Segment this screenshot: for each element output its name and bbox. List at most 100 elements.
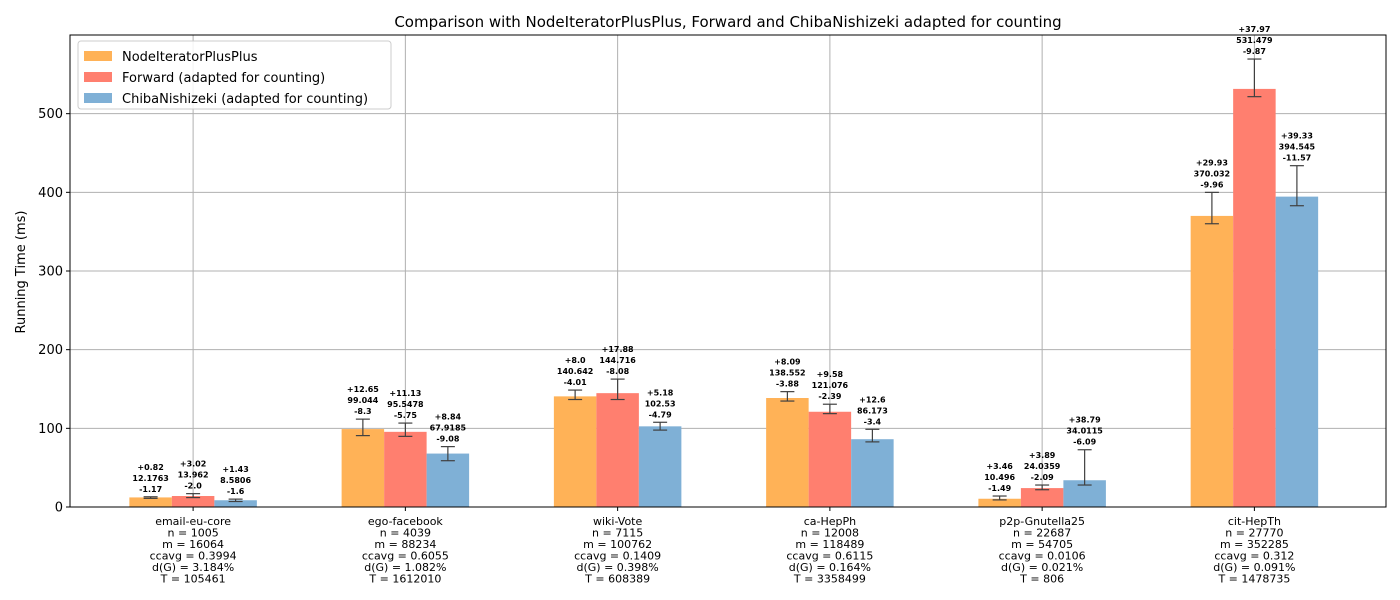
error-minus-label: -1.17 [139,485,162,494]
dataset-name: ca-HepPh [804,515,856,528]
error-minus-label: -5.75 [394,411,417,420]
error-minus-label: -9.87 [1243,47,1266,56]
error-plus-label: +9.58 [817,370,844,379]
value-label: 99.044 [347,396,378,405]
dataset-stat: n = 7115 [592,527,643,540]
error-minus-label: -3.88 [776,380,799,389]
error-minus-label: -1.6 [227,487,245,496]
error-minus-label: -2.0 [184,482,202,491]
error-minus-label: -8.08 [606,367,629,376]
bar-value-annotation: +3.46 10.496 -1.49 [984,462,1015,493]
dataset-stat: d(G) = 3.184% [152,561,234,574]
error-plus-label: +29.93 [1196,158,1228,167]
dataset-stat: d(G) = 0.091% [1213,561,1295,574]
dataset-name: p2p-Gnutella25 [999,515,1085,528]
bar-value-annotation: +3.02 13.962 -2.0 [178,460,209,491]
error-minus-label: -9.96 [1200,180,1223,189]
error-plus-label: +1.43 [222,465,248,474]
bar [384,431,427,507]
value-label: 531.479 [1236,36,1273,45]
bar [638,426,682,507]
value-label: 102.53 [645,399,676,408]
dataset-stat: ccavg = 0.0106 [999,550,1086,563]
error-minus-label: -2.09 [1031,473,1054,482]
error-plus-label: +17.88 [602,345,634,354]
dataset-stat: m = 16064 [162,538,224,551]
dataset-stat: m = 88234 [374,538,436,551]
value-label: 67.9185 [430,424,467,433]
dataset-stat: d(G) = 0.398% [577,561,659,574]
value-label: 95.5478 [387,400,424,409]
bar-value-annotation: +11.13 95.5478 -5.75 [387,389,424,420]
error-minus-label: -11.57 [1283,154,1312,163]
dataset-stat: n = 27770 [1225,527,1283,540]
value-label: 370.032 [1194,169,1230,178]
bar [596,393,639,507]
bar [214,500,257,507]
dataset-name: wiki-Vote [593,515,643,528]
error-plus-label: +8.0 [565,356,586,365]
bar [1190,215,1234,508]
error-minus-label: -4.01 [564,378,587,387]
value-label: 140.642 [557,367,593,376]
dataset-stat: T = 1612010 [368,573,441,586]
bar-value-annotation: +9.58 121.076 -2.39 [812,370,849,401]
error-minus-label: -1.49 [988,484,1011,493]
bar [1233,88,1276,507]
dataset-stat: m = 118489 [795,538,864,551]
y-tick-label: 400 [38,186,63,201]
bar-value-annotation: +29.93 370.032 -9.96 [1194,158,1230,189]
error-minus-label: -2.39 [818,392,841,401]
error-minus-label: -8.3 [354,407,372,416]
x-tick-label: ego-facebook n = 4039 m = 88234 ccavg = 0.6… [362,515,449,586]
dataset-stat: n = 1005 [168,527,219,540]
error-plus-label: +5.18 [647,388,674,397]
bar-value-annotation: +8.09 138.552 -3.88 [769,358,805,389]
bar [553,396,597,507]
value-label: 34.0115 [1066,427,1103,436]
bar [341,429,385,507]
dataset-stat: d(G) = 0.164% [789,561,871,574]
bar-value-annotation: +39.33 394.545 -11.57 [1279,132,1316,163]
legend-entry: ChibaNishizeki (adapted for counting) [122,92,368,107]
error-minus-label: -3.4 [864,417,882,426]
dataset-stat: d(G) = 0.021% [1001,561,1083,574]
y-axis-label: Running Time (ms) [14,211,29,334]
legend-swatch [84,51,112,61]
value-label: 394.545 [1279,143,1316,152]
bar [171,496,215,507]
y-tick-label: 100 [38,422,63,437]
value-label: 144.716 [599,356,636,365]
y-tick-label: 0 [55,501,63,516]
bar-value-annotation: +5.18 102.53 -4.79 [645,388,676,419]
value-label: 138.552 [769,369,805,378]
error-plus-label: +3.89 [1029,451,1056,460]
bar [808,411,852,507]
legend-entry: NodeIteratorPlusPlus [122,50,258,65]
error-bars [143,58,1304,503]
grid [70,35,1386,508]
y-tick-label: 200 [38,343,63,358]
x-tick-label: wiki-Vote n = 7115 m = 100762 ccavg = 0.140… [574,515,661,586]
legend-swatch [84,72,112,82]
bar-value-annotation: +17.88 144.716 -8.08 [599,345,636,376]
x-tick-label: ca-HepPh n = 12008 m = 118489 ccavg = 0.611… [786,515,873,586]
dataset-name: ego-facebook [368,515,444,528]
y-axis: 0 100 200 300 400 500 [38,107,70,516]
dataset-stat: T = 105461 [160,573,226,586]
bar-value-annotation: +3.89 24.0359 -2.09 [1024,451,1061,482]
bar [978,498,1021,507]
error-plus-label: +8.84 [435,413,462,422]
error-plus-label: +8.09 [774,358,801,367]
value-label: 12.1763 [132,474,168,483]
value-label: 24.0359 [1024,462,1061,471]
bar-value-annotation: +12.65 99.044 -8.3 [347,385,379,416]
value-label: 86.173 [857,406,888,415]
dataset-stat: T = 608389 [584,573,650,586]
bar-annotations: +0.82 12.1763 -1.17 +12.65 99.044 -8.3 +8.0 140… [132,25,1315,496]
legend-swatch [84,93,112,103]
error-plus-label: +3.02 [180,460,206,469]
bar [1275,196,1319,507]
dataset-stat: ccavg = 0.6055 [362,550,449,563]
bar-value-annotation: +37.97 531.479 -9.87 [1236,25,1273,56]
